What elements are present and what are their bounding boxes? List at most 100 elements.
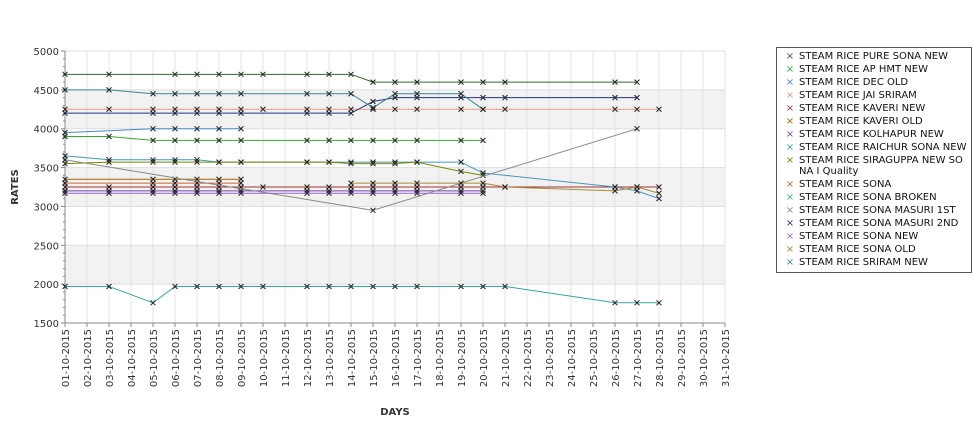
x-tick-label: 16-10-2015	[391, 329, 402, 387]
data-point-marker	[480, 106, 486, 113]
data-point-marker	[370, 190, 376, 197]
data-point-marker	[612, 106, 618, 113]
data-point-marker	[326, 190, 332, 197]
data-point-marker	[150, 159, 156, 165]
data-point-marker	[414, 79, 420, 85]
legend-item: × STEAM RICE KAVERI OLD	[781, 116, 967, 127]
data-point-marker	[172, 110, 178, 117]
x-tick-label: 27-10-2015	[633, 329, 644, 387]
series-line	[65, 135, 483, 141]
series-layer	[62, 71, 662, 306]
legend-label: STEAM RICE RAICHUR SONA NEW	[799, 142, 967, 153]
data-point-marker	[480, 188, 486, 194]
data-point-marker	[370, 79, 376, 85]
legend-marker: ×	[785, 129, 795, 140]
legend-item: × STEAM RICE SONA	[781, 179, 967, 190]
data-point-marker	[634, 125, 640, 132]
data-point-marker	[238, 110, 244, 117]
data-point-marker	[304, 137, 310, 144]
legend-label: STEAM RICE SIRAGUPPA NEW SONA I Quality	[799, 155, 963, 177]
data-point-marker	[612, 188, 618, 194]
legend-marker: ×	[785, 231, 795, 242]
data-point-marker	[304, 188, 310, 194]
y-tick-label: 3000	[34, 202, 59, 213]
y-tick-label: 3500	[34, 164, 59, 175]
data-point-marker	[480, 283, 486, 290]
x-tick-label: 12-10-2015	[303, 329, 314, 387]
data-point-marker	[150, 110, 156, 117]
x-tick-label: 20-10-2015	[479, 329, 490, 387]
data-point-marker	[106, 283, 112, 290]
data-point-marker	[656, 195, 662, 202]
legend-marker: ×	[785, 51, 795, 62]
series-group	[62, 71, 640, 85]
data-point-marker	[106, 190, 112, 197]
data-point-marker	[260, 283, 266, 290]
data-point-marker	[326, 188, 332, 194]
legend-marker: ×	[785, 90, 795, 101]
legend-marker: ×	[785, 103, 795, 114]
data-point-marker	[62, 283, 68, 290]
data-point-marker	[414, 90, 420, 97]
x-tick-label: 18-10-2015	[435, 329, 446, 387]
data-point-marker	[480, 180, 486, 186]
data-point-marker	[216, 110, 222, 117]
data-point-marker	[392, 180, 398, 186]
data-point-marker	[216, 90, 222, 97]
data-point-marker	[62, 71, 68, 78]
legend-item: × STEAM RICE SONA OLD	[781, 244, 967, 255]
data-point-marker	[194, 90, 200, 97]
x-tick-label: 13-10-2015	[325, 329, 336, 387]
series-group	[62, 133, 486, 144]
legend-marker: ×	[785, 77, 795, 88]
data-point-marker	[106, 188, 112, 194]
data-point-marker	[194, 125, 200, 132]
x-tick-label: 30-10-2015	[699, 329, 710, 387]
data-point-marker	[458, 79, 464, 85]
data-point-marker	[150, 125, 156, 132]
legend-marker: ×	[785, 155, 795, 166]
data-point-marker	[194, 283, 200, 290]
data-point-marker	[150, 188, 156, 194]
data-point-marker	[458, 159, 464, 165]
data-point-marker	[150, 90, 156, 97]
data-point-marker	[62, 129, 68, 136]
legend-item: × STEAM RICE SONA MASURI 1ST	[781, 205, 967, 216]
data-point-marker	[370, 98, 376, 105]
data-point-marker	[502, 79, 508, 85]
legend-item: × STEAM RICE SRIRAM NEW	[781, 257, 967, 268]
data-point-marker	[172, 159, 178, 165]
x-tick-label: 19-10-2015	[457, 329, 468, 387]
data-point-marker	[172, 283, 178, 290]
data-point-marker	[106, 133, 112, 140]
data-point-marker	[392, 90, 398, 97]
data-point-marker	[480, 79, 486, 85]
data-point-marker	[172, 71, 178, 78]
data-point-marker	[216, 188, 222, 194]
x-tick-label: 29-10-2015	[677, 329, 688, 387]
x-tick-label: 14-10-2015	[347, 329, 358, 387]
x-tick-label: 21-10-2015	[501, 329, 512, 387]
data-point-marker	[458, 137, 464, 144]
series-group	[62, 87, 486, 113]
y-tick-label: 2000	[34, 280, 59, 291]
data-point-marker	[304, 110, 310, 117]
legend-marker: ×	[785, 205, 795, 216]
data-point-marker	[172, 90, 178, 97]
data-point-marker	[150, 299, 156, 306]
x-axis-ticks: 01-10-2015 02-10-2015 03-10-2015 04-10-2015…	[61, 323, 732, 387]
legend-item: × STEAM RICE SIRAGUPPA NEW SONA I Quality	[781, 155, 967, 177]
data-point-marker	[348, 283, 354, 290]
data-point-marker	[194, 137, 200, 144]
data-point-marker	[392, 137, 398, 144]
x-axis-title: DAYS	[380, 407, 410, 418]
data-point-marker	[216, 125, 222, 132]
legend-label: STEAM RICE SONA NEW	[799, 231, 919, 242]
y-tick-label: 2500	[34, 241, 59, 252]
legend-marker: ×	[785, 116, 795, 127]
data-point-marker	[150, 156, 156, 163]
data-point-marker	[326, 71, 332, 78]
data-point-marker	[458, 168, 464, 175]
legend-label: STEAM RICE SONA MASURI 2ND	[799, 218, 959, 229]
